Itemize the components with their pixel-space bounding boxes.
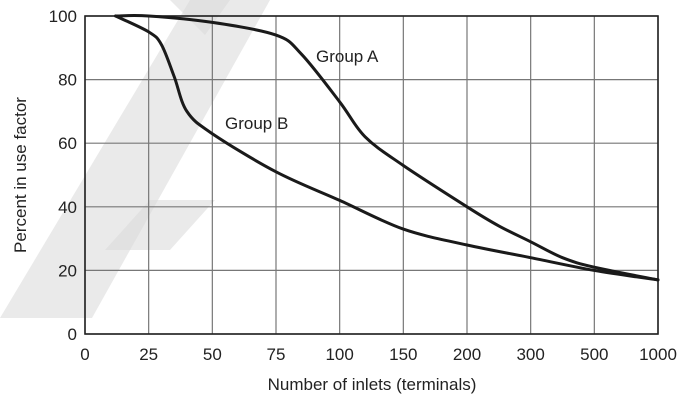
x-axis-label: Number of inlets (terminals) xyxy=(268,375,477,394)
annotation-group-a: Group A xyxy=(316,47,379,66)
y-tick-label: 100 xyxy=(49,7,77,26)
x-tick-label: 0 xyxy=(80,345,89,364)
x-axis-ticks: 0 25 50 75 100 150 200 300 500 1000 xyxy=(80,345,677,364)
y-tick-label: 80 xyxy=(58,71,77,90)
annotations: Group A Group B xyxy=(225,47,379,133)
y-tick-label: 40 xyxy=(58,198,77,217)
x-tick-label: 300 xyxy=(516,345,544,364)
x-tick-label: 50 xyxy=(203,345,222,364)
annotation-group-b: Group B xyxy=(225,114,288,133)
x-tick-label: 500 xyxy=(580,345,608,364)
y-axis-label: Percent in use factor xyxy=(11,97,30,253)
x-tick-label: 1000 xyxy=(639,345,677,364)
y-tick-label: 60 xyxy=(58,134,77,153)
series-group xyxy=(114,14,660,282)
x-tick-label: 100 xyxy=(325,345,353,364)
x-tick-label: 25 xyxy=(139,345,158,364)
series-line-group-b xyxy=(114,14,660,282)
series-line-group-a xyxy=(114,14,660,282)
y-tick-label: 20 xyxy=(58,261,77,280)
x-tick-label: 75 xyxy=(267,345,286,364)
x-tick-label: 150 xyxy=(389,345,417,364)
x-tick-label: 200 xyxy=(453,345,481,364)
plot-frame xyxy=(84,15,659,335)
y-axis-ticks: 0 20 40 60 80 100 xyxy=(49,7,77,344)
y-tick-label: 0 xyxy=(68,325,77,344)
